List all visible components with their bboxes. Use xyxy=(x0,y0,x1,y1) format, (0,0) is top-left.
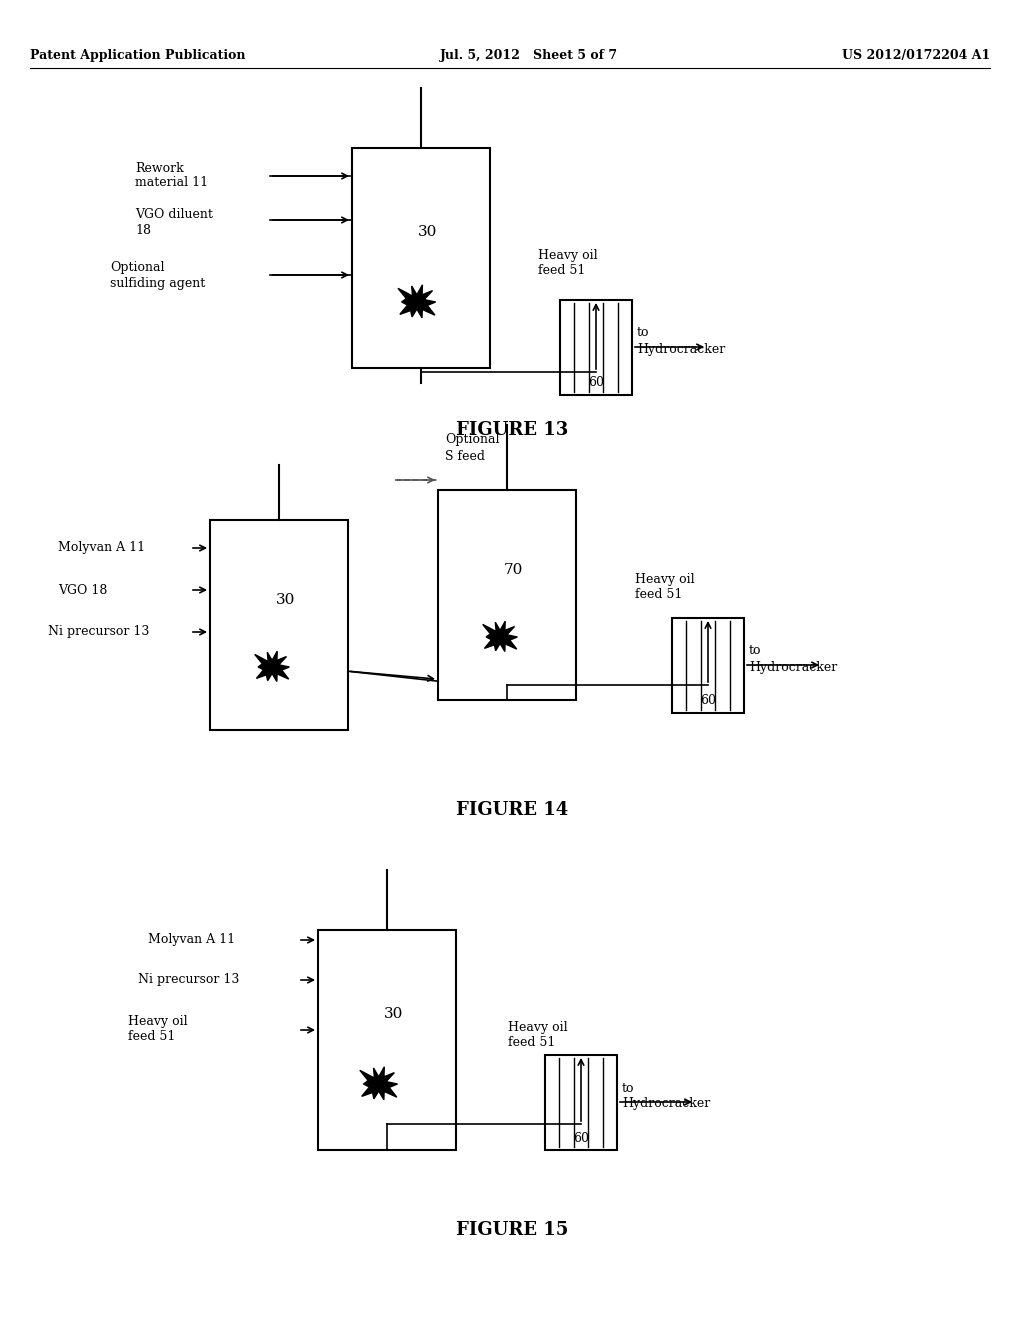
Text: FIGURE 14: FIGURE 14 xyxy=(456,801,568,818)
Text: feed 51: feed 51 xyxy=(635,589,682,602)
Text: 60: 60 xyxy=(573,1131,589,1144)
Text: Ni precursor 13: Ni precursor 13 xyxy=(48,626,150,639)
Text: Optional: Optional xyxy=(110,261,165,275)
Text: S feed: S feed xyxy=(445,450,485,462)
Text: 30: 30 xyxy=(418,224,437,239)
Polygon shape xyxy=(398,285,435,318)
Text: material 11: material 11 xyxy=(135,177,208,190)
Text: Rework: Rework xyxy=(135,161,183,174)
Polygon shape xyxy=(359,1067,397,1100)
Text: 30: 30 xyxy=(384,1007,403,1020)
Text: FIGURE 13: FIGURE 13 xyxy=(456,421,568,440)
Text: 60: 60 xyxy=(588,376,604,389)
Text: VGO 18: VGO 18 xyxy=(58,583,108,597)
Text: Optional: Optional xyxy=(445,433,500,446)
Bar xyxy=(545,1055,617,1150)
Text: 60: 60 xyxy=(700,694,716,708)
Text: feed 51: feed 51 xyxy=(508,1036,555,1049)
Text: US 2012/0172204 A1: US 2012/0172204 A1 xyxy=(842,49,990,62)
Text: Molyvan A 11: Molyvan A 11 xyxy=(58,541,145,554)
Text: 30: 30 xyxy=(276,593,296,607)
Bar xyxy=(438,490,575,700)
Text: to: to xyxy=(637,326,649,339)
Text: 18: 18 xyxy=(135,223,151,236)
Bar xyxy=(560,300,632,395)
Bar xyxy=(210,520,348,730)
Bar xyxy=(318,931,456,1150)
Text: feed 51: feed 51 xyxy=(538,264,586,276)
Text: VGO diluent: VGO diluent xyxy=(135,209,213,222)
Text: Heavy oil: Heavy oil xyxy=(635,573,694,586)
Text: 70: 70 xyxy=(504,562,523,577)
Text: Patent Application Publication: Patent Application Publication xyxy=(30,49,246,62)
Text: Molyvan A 11: Molyvan A 11 xyxy=(148,933,236,946)
Text: feed 51: feed 51 xyxy=(128,1031,175,1044)
Text: to: to xyxy=(749,644,762,657)
Polygon shape xyxy=(482,622,517,652)
Bar xyxy=(672,618,744,713)
Text: Hydrocracker: Hydrocracker xyxy=(622,1097,711,1110)
Text: FIGURE 15: FIGURE 15 xyxy=(456,1221,568,1239)
Text: Heavy oil: Heavy oil xyxy=(508,1022,567,1035)
Text: Hydrocracker: Hydrocracker xyxy=(637,342,725,355)
Text: Jul. 5, 2012   Sheet 5 of 7: Jul. 5, 2012 Sheet 5 of 7 xyxy=(440,49,618,62)
Text: Ni precursor 13: Ni precursor 13 xyxy=(138,974,240,986)
Text: sulfiding agent: sulfiding agent xyxy=(110,276,205,289)
Polygon shape xyxy=(255,651,290,681)
Text: Hydrocracker: Hydrocracker xyxy=(749,660,838,673)
Bar xyxy=(352,148,490,368)
Text: to: to xyxy=(622,1081,635,1094)
Text: Heavy oil: Heavy oil xyxy=(538,248,598,261)
Text: Heavy oil: Heavy oil xyxy=(128,1015,187,1028)
